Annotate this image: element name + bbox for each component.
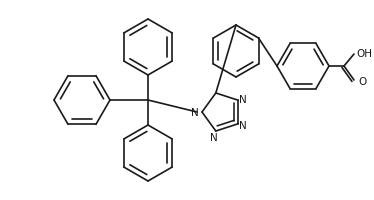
- Text: O: O: [358, 77, 366, 87]
- Text: N: N: [239, 120, 247, 130]
- Text: N: N: [239, 95, 247, 105]
- Text: OH: OH: [356, 49, 372, 59]
- Text: N: N: [191, 107, 199, 117]
- Text: N: N: [210, 132, 218, 142]
